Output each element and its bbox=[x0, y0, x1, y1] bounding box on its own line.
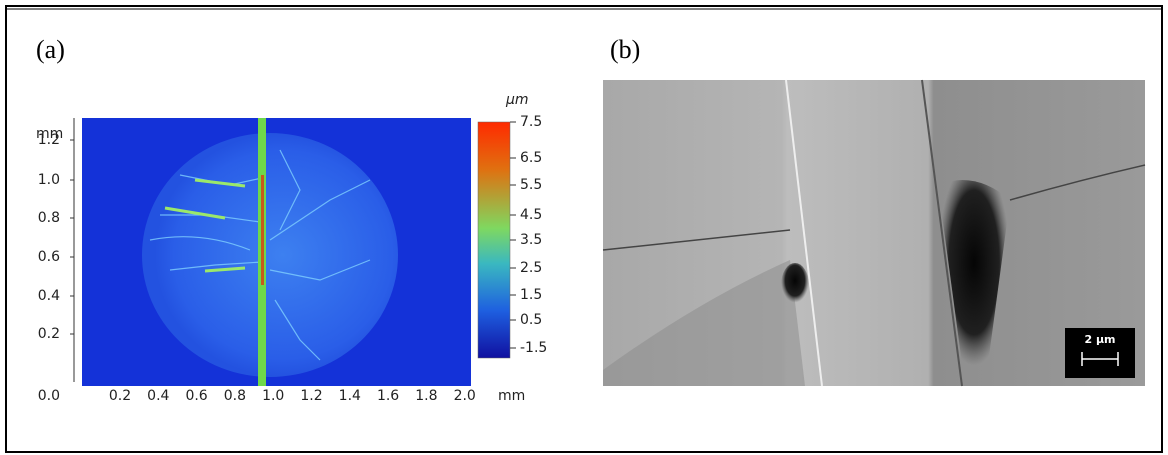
colorbar bbox=[478, 122, 510, 358]
y-tick-label: 0.0 bbox=[38, 388, 60, 404]
figure: (a) mm μm mm (b) 2 µm 1.21.00.80.60.40.2… bbox=[0, 0, 1168, 455]
colorbar-tick-label: 4.5 bbox=[520, 207, 542, 223]
x-tick-label: 0.2 bbox=[109, 388, 131, 404]
x-tick-label: 1.8 bbox=[415, 388, 437, 404]
x-unit: mm bbox=[498, 388, 525, 404]
colorbar-tick-label: -1.5 bbox=[520, 340, 547, 356]
colorbar-tick-label: 1.5 bbox=[520, 287, 542, 303]
y-tick-label: 0.8 bbox=[38, 210, 60, 226]
y-tick-label: 0.4 bbox=[38, 288, 60, 304]
panel-label: (a) bbox=[36, 35, 65, 64]
x-tick-label: 1.2 bbox=[300, 388, 322, 404]
y-tick-label: 0.6 bbox=[38, 249, 60, 265]
ridge-peak bbox=[261, 175, 264, 285]
y-tick-label: 1.0 bbox=[38, 172, 60, 188]
x-tick-label: 1.6 bbox=[377, 388, 399, 404]
sample-disc bbox=[142, 133, 398, 377]
y-tick-label: 0.2 bbox=[38, 326, 60, 342]
colorbar-tick-label: 0.5 bbox=[520, 312, 542, 328]
colorbar-tick-label: 6.5 bbox=[520, 150, 542, 166]
y-tick-label: 1.2 bbox=[38, 132, 60, 148]
colorbar-unit: μm bbox=[505, 92, 529, 108]
figure-svg: (a) mm μm mm (b) 2 µm 1.21.00.80.60.40.2… bbox=[0, 0, 1168, 455]
x-tick-label: 0.4 bbox=[147, 388, 169, 404]
colorbar-tick-label: 7.5 bbox=[520, 114, 542, 130]
sem-pit bbox=[781, 263, 809, 307]
panel-label: (b) bbox=[610, 35, 640, 64]
colorbar-tick-label: 3.5 bbox=[520, 232, 542, 248]
x-tick-label: 0.6 bbox=[185, 388, 207, 404]
x-tick-label: 1.0 bbox=[262, 388, 284, 404]
colorbar-tick-label: 2.5 bbox=[520, 260, 542, 276]
scale-bar-label: 2 µm bbox=[1084, 333, 1115, 346]
x-tick-label: 2.0 bbox=[454, 388, 476, 404]
x-tick-label: 1.4 bbox=[339, 388, 361, 404]
x-tick-label: 0.8 bbox=[224, 388, 246, 404]
colorbar-tick-label: 5.5 bbox=[520, 177, 542, 193]
